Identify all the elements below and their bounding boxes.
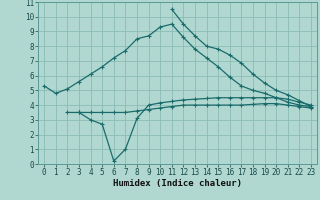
X-axis label: Humidex (Indice chaleur): Humidex (Indice chaleur) [113, 179, 242, 188]
